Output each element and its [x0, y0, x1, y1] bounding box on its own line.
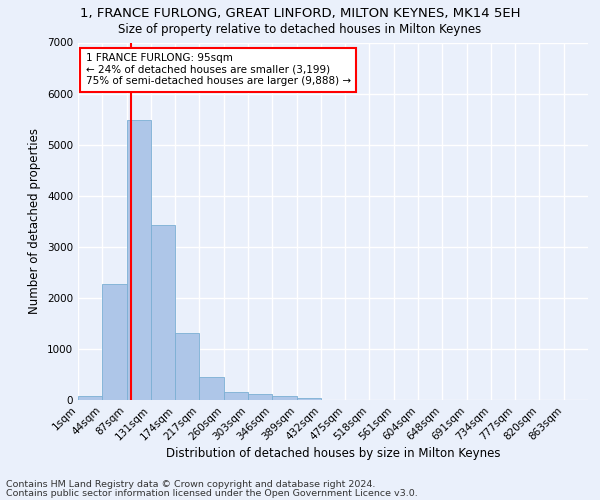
Text: 1 FRANCE FURLONG: 95sqm
← 24% of detached houses are smaller (3,199)
75% of semi: 1 FRANCE FURLONG: 95sqm ← 24% of detache…	[86, 53, 351, 86]
Bar	[127, 120, 151, 400]
Bar	[296, 398, 321, 400]
Bar	[272, 396, 296, 400]
Text: Contains public sector information licensed under the Open Government Licence v3: Contains public sector information licen…	[6, 489, 418, 498]
Bar	[151, 225, 175, 400]
Bar	[199, 376, 224, 400]
Text: Size of property relative to detached houses in Milton Keynes: Size of property relative to detached ho…	[118, 22, 482, 36]
Bar	[224, 392, 248, 400]
Y-axis label: Number of detached properties: Number of detached properties	[28, 128, 41, 314]
Text: 1, FRANCE FURLONG, GREAT LINFORD, MILTON KEYNES, MK14 5EH: 1, FRANCE FURLONG, GREAT LINFORD, MILTON…	[80, 8, 520, 20]
Bar	[102, 284, 127, 400]
Text: Contains HM Land Registry data © Crown copyright and database right 2024.: Contains HM Land Registry data © Crown c…	[6, 480, 376, 489]
X-axis label: Distribution of detached houses by size in Milton Keynes: Distribution of detached houses by size …	[166, 448, 500, 460]
Bar	[78, 396, 102, 400]
Bar	[175, 333, 199, 400]
Bar	[248, 394, 272, 400]
